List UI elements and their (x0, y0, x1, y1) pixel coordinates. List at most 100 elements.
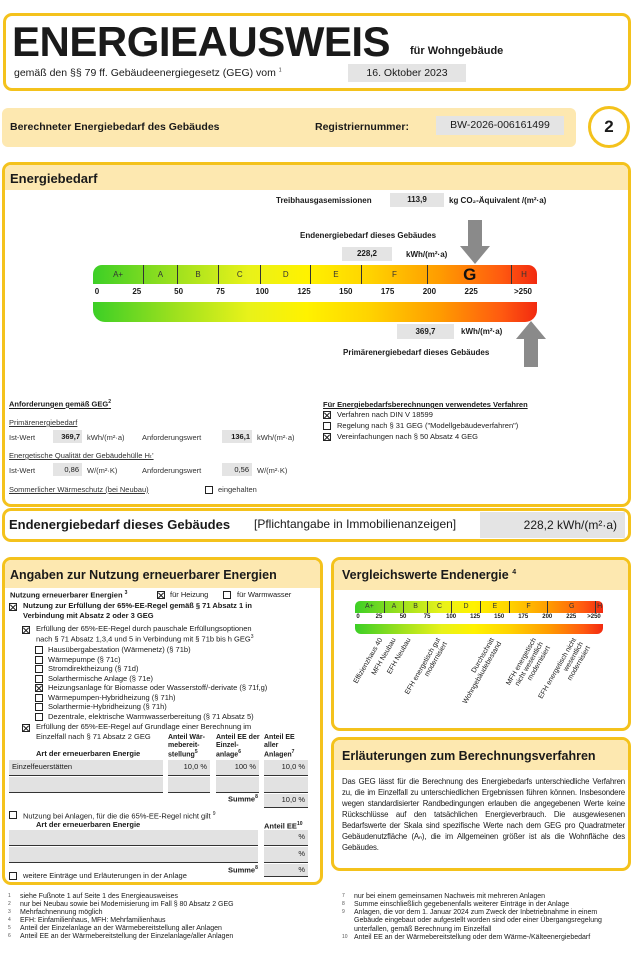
comparison-tick: 150 (494, 614, 505, 620)
title-box (3, 13, 631, 91)
registration-number-value: BW-2026-006161499 (450, 119, 550, 131)
more-entries-checkbox[interactable] (9, 872, 17, 880)
hull-req-unit: W/(m²·K) (257, 466, 288, 475)
footnote-number: 7 (342, 893, 345, 899)
comparison-tick: 175 (518, 614, 529, 620)
flat-option-checkbox[interactable] (22, 626, 30, 634)
procedure-model-label: Regelung nach § 31 GEG ("Modellgebäudeve… (337, 421, 519, 430)
req-unit: kWh/(m²·a) (257, 433, 295, 442)
ist-value: 369,7 (53, 430, 82, 443)
comparison-gradient-bar (355, 624, 603, 634)
option-checkbox[interactable] (35, 693, 43, 702)
option-checkbox[interactable] (35, 684, 43, 692)
table1-row2-single[interactable] (216, 777, 259, 793)
final-energy-value-text: 228,2 (356, 249, 378, 258)
ghg-value-text: 113,9 (407, 195, 427, 204)
summer-protection-checkbox[interactable] (205, 486, 213, 494)
calc-line-2: Einzelfall nach § 71 Absatz 2 GEG (36, 732, 151, 741)
law-date-value: 16. Oktober 2023 (366, 67, 448, 79)
heating-label: für Heizung (170, 590, 209, 599)
table2-row2-share[interactable]: % (264, 847, 308, 863)
option-label: Wärmepumpen-Hybridheizung (§ 71h) (48, 692, 176, 702)
comparison-header (334, 560, 628, 590)
hull-ist-value: 0,86 (53, 463, 82, 476)
scale-tick: 125 (297, 287, 311, 296)
table1-row2-all[interactable] (264, 777, 308, 793)
table1-sum-value[interactable]: 10,0 % (264, 794, 308, 808)
hull-ist-label: Ist-Wert (9, 466, 36, 475)
procedure-checkbox-din[interactable] (323, 411, 331, 419)
table1-row1-all[interactable]: 10,0 % (264, 760, 308, 776)
footnote-text: siehe Fußnote 1 auf Seite 1 des Energiea… (20, 893, 178, 900)
primary-energy-value-text: 369,7 (415, 327, 436, 336)
table2-row1-share[interactable]: % (264, 830, 308, 846)
rule-checkbox[interactable] (9, 603, 17, 611)
class-B: B (176, 265, 219, 284)
other-systems-checkbox[interactable] (9, 811, 17, 819)
table2-row1-type[interactable] (9, 830, 258, 846)
ghg-unit: kg CO₂-Äquivalent /(m²·a) (449, 196, 547, 205)
heating-checkbox[interactable] (157, 591, 165, 599)
option-checkbox[interactable] (35, 674, 43, 683)
footnote-text: Anlagen, die vor dem 1. Januar 2024 zum … (354, 909, 602, 933)
option-checkbox[interactable] (35, 665, 43, 673)
table1-row1-heat[interactable]: 10,0 % (168, 760, 210, 776)
final-energy-unit: kWh/(m²·a) (406, 250, 448, 259)
option-checkbox[interactable] (35, 703, 43, 711)
hull-title: Energetische Qualität der Gebäudehülle H… (9, 451, 154, 460)
flat-option-line-1: Erfüllung der 65%-EE-Regel durch pauscha… (36, 624, 252, 633)
procedure-checkbox-simplification[interactable] (323, 433, 331, 441)
procedure-checkbox-model[interactable] (323, 422, 331, 430)
class-D: D (260, 265, 310, 284)
option-checkbox[interactable] (35, 655, 43, 664)
option-label: Wärmepumpe (§ 71c) (48, 654, 121, 664)
usage-label: Nutzung erneuerbarer Energien 3 (10, 590, 128, 600)
option-checkbox[interactable] (35, 712, 43, 721)
option-checkbox[interactable] (35, 646, 43, 654)
requirements-title: Anforderungen gemäß GEG2 (9, 399, 111, 409)
table1-row1-single[interactable]: 100 % (216, 760, 259, 776)
comparison-tick: 200 (542, 614, 553, 620)
more-entries-label: weitere Einträge und Erläuterungen in de… (23, 871, 187, 880)
comparison-class-C: C (427, 601, 451, 613)
rule-line-2: Verbindung mit Absatz 2 oder 3 GEG (23, 611, 154, 620)
table2-sum-value[interactable]: % (264, 864, 308, 877)
comparison-class-B: B (403, 601, 427, 613)
table1-row1-type[interactable]: Einzelfeuerstätten (9, 760, 163, 776)
footnote-text: Mehrfachnennung möglich (20, 909, 103, 916)
page-number-value: 2 (604, 117, 614, 136)
hull-req-label: Anforderungswert (142, 466, 202, 475)
scale-tick: 50 (174, 287, 184, 296)
req-label: Anforderungswert (142, 433, 202, 442)
primary-energy-label: Primärenergiebedarf dieses Gebäudes (343, 348, 490, 357)
comparison-tick: 0 (356, 614, 360, 620)
table1-col-single: Anteil EE der Einzel- anlage6 (216, 734, 260, 759)
footnote-text: Anteil EE an der Wärmebereitstellung der… (20, 933, 234, 940)
document-title: ENERGIEAUSWEIS (12, 18, 391, 65)
ist-unit: kWh/(m²·a) (87, 433, 125, 442)
registration-label: Registriernummer: (315, 121, 409, 133)
scale-tick: 0 (94, 287, 100, 296)
class-H: H (511, 265, 536, 284)
comparison-tick: 125 (470, 614, 481, 620)
ghg-value: 113,9 (390, 193, 444, 207)
footnote-number: 5 (8, 925, 11, 931)
table1-row2-type[interactable] (9, 777, 163, 793)
procedure-simplification-label: Vereinfachungen nach § 50 Absatz 4 GEG (337, 432, 478, 441)
water-checkbox[interactable] (223, 591, 231, 599)
comparison-tick: >250 (587, 614, 601, 620)
table1-col-all: Anteil EE aller Anlagen7 (264, 734, 295, 759)
table2-row2-type[interactable] (9, 847, 258, 863)
law-reference: gemäß den §§ 79 ff. Gebäudeenergiegesetz… (14, 67, 282, 79)
table2-col-type: Art der erneuerbaren Energie (36, 820, 141, 829)
summer-protection-label: eingehalten (218, 485, 257, 494)
law-text: gemäß den §§ 79 ff. Gebäudeenergiegesetz… (14, 67, 276, 79)
renewables-title: Angaben zur Nutzung erneuerbarer Energie… (10, 568, 277, 582)
table1-sum-label: Summe8 (228, 794, 258, 804)
calc-checkbox[interactable] (22, 724, 30, 732)
footnote-ref: 1 (278, 67, 282, 74)
table1-row2-heat[interactable] (168, 777, 210, 793)
comparison-class-E: E (479, 601, 509, 613)
flat-option-line-2: nach § 71 Absatz 1,3,4 und 5 in Verbindu… (36, 634, 254, 644)
primary-energy-value: 369,7 (397, 324, 454, 339)
